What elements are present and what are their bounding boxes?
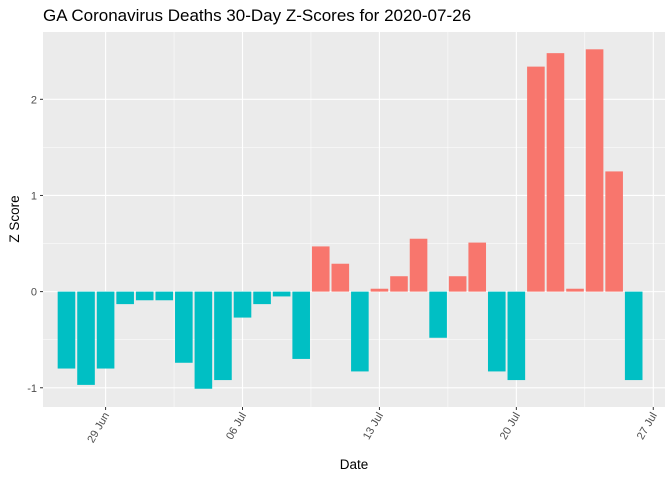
bar xyxy=(194,291,213,389)
bar xyxy=(585,49,604,292)
bar xyxy=(214,291,232,381)
x-axis: 29 Jun 06 Jul 13 Jul 20 Jul 27 Jul xyxy=(85,407,660,445)
bar xyxy=(96,291,115,369)
bar xyxy=(253,291,271,305)
bar xyxy=(331,263,350,292)
bar xyxy=(272,291,291,297)
y-tick-label: -1 xyxy=(27,383,37,395)
bar xyxy=(566,288,584,292)
y-axis: -1 0 1 2 xyxy=(27,94,43,395)
y-tick-label: 0 xyxy=(31,287,37,299)
bar xyxy=(57,291,76,369)
bar xyxy=(292,291,310,359)
x-tick-label: 29 Jun xyxy=(85,411,112,446)
y-axis-title: Z Score xyxy=(7,195,22,242)
x-tick-label: 20 Jul xyxy=(498,411,523,442)
x-tick-label: 27 Jul xyxy=(635,411,660,442)
y-tick-label: 1 xyxy=(31,190,37,202)
bar xyxy=(370,288,389,292)
chart-title: GA Coronavirus Deaths 30-Day Z-Scores fo… xyxy=(43,6,472,25)
x-tick-label: 06 Jul xyxy=(224,411,249,442)
bar xyxy=(135,291,154,301)
bar xyxy=(233,291,252,318)
bar xyxy=(448,276,467,292)
bar xyxy=(507,291,526,381)
bar xyxy=(409,238,428,292)
bar xyxy=(175,291,193,363)
x-axis-title: Date xyxy=(340,457,369,472)
bar xyxy=(546,53,565,292)
bar xyxy=(527,66,545,292)
bar xyxy=(116,291,134,305)
bar xyxy=(468,242,487,292)
bar xyxy=(351,291,369,372)
bar xyxy=(77,291,95,385)
bar xyxy=(487,291,506,372)
bar xyxy=(311,246,330,292)
y-tick-label: 2 xyxy=(31,94,37,106)
bar xyxy=(624,291,643,381)
bar xyxy=(155,291,174,301)
bars xyxy=(57,49,643,389)
x-tick-label: 13 Jul xyxy=(361,411,386,442)
bar xyxy=(429,291,447,338)
bar xyxy=(605,171,623,292)
bar xyxy=(390,276,408,292)
